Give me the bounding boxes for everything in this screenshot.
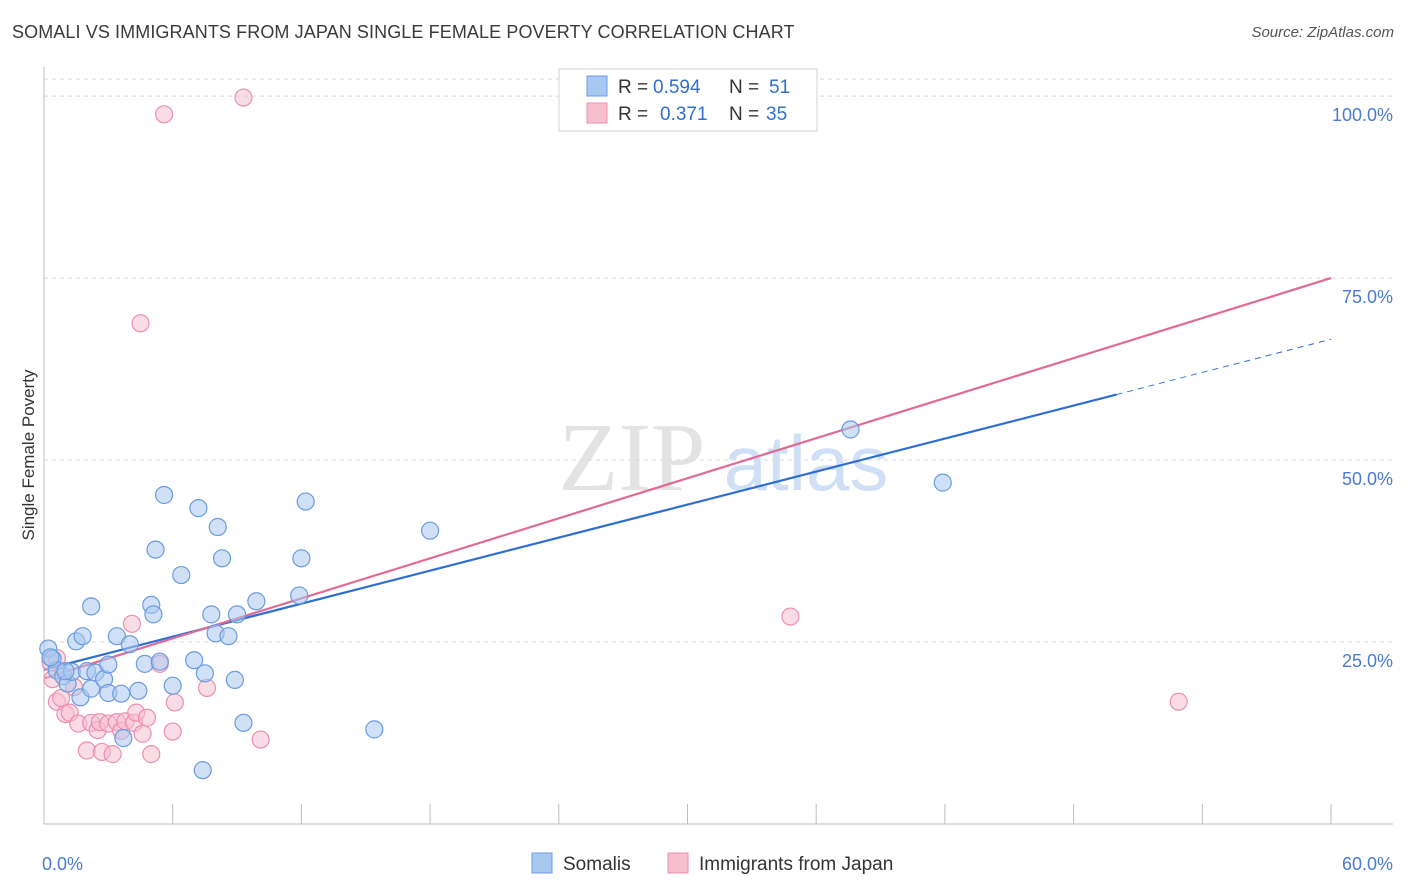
point-somalis [155, 485, 174, 505]
legend-n-label-japan: N = [729, 104, 759, 125]
point-somalis [225, 670, 245, 689]
legend-n-value-somalis: 51 [769, 77, 790, 98]
point-somalis [135, 654, 154, 673]
trend-line-extension-somalis [1116, 338, 1332, 396]
point-somalis [41, 648, 60, 667]
series-legend-label-japan: Immigrants from Japan [699, 854, 893, 875]
x-tick-label: 60.0% [1342, 854, 1393, 874]
point-japan [137, 708, 157, 727]
legend-r-label-somalis: R = [618, 77, 648, 98]
chart-title: SOMALI VS IMMIGRANTS FROM JAPAN SINGLE F… [12, 22, 795, 42]
point-somalis [172, 565, 191, 585]
point-somalis [114, 729, 133, 748]
point-somalis [129, 681, 148, 700]
data-points [39, 88, 1188, 780]
legend-swatch-japan [586, 102, 608, 124]
point-japan [122, 614, 142, 633]
point-somalis [247, 592, 266, 611]
point-somalis [150, 652, 169, 671]
y-tick-label: 25.0% [1342, 651, 1393, 671]
point-japan [142, 745, 161, 764]
point-somalis [163, 676, 182, 695]
point-somalis [189, 498, 208, 518]
point-somalis [227, 605, 247, 624]
legend-swatch-somalis [586, 75, 608, 97]
point-japan [251, 730, 270, 749]
series-legend-label-somalis: Somalis [563, 854, 631, 875]
legend-r-value-japan: 0.371 [660, 104, 708, 125]
gridlines [44, 78, 1393, 643]
point-japan [1169, 692, 1188, 711]
series-legend-swatch-somalis [531, 852, 553, 874]
axes: 25.0% 50.0% 75.0% 100.0% 0.0% 60.0% [42, 67, 1393, 874]
point-somalis [193, 761, 212, 780]
point-japan [155, 105, 174, 124]
point-somalis [195, 664, 214, 683]
point-somalis [56, 662, 75, 681]
point-somalis [933, 473, 952, 492]
x-tick-label: 0.0% [42, 854, 83, 874]
point-somalis [144, 605, 163, 624]
source-note: Source: ZipAtlas.com [1251, 24, 1394, 41]
point-japan [103, 745, 122, 764]
point-japan [163, 722, 182, 741]
point-somalis [202, 605, 221, 624]
y-tick-label: 100.0% [1332, 105, 1393, 125]
point-somalis [112, 684, 131, 703]
y-axis-title: Single Female Poverty [19, 369, 38, 541]
y-tick-label: 50.0% [1342, 469, 1393, 489]
point-somalis [120, 635, 139, 654]
point-japan [133, 724, 152, 743]
watermark-atlas: atlas [724, 419, 889, 507]
point-somalis [185, 651, 204, 670]
legend-n-value-japan: 35 [766, 104, 787, 125]
point-somalis [290, 586, 309, 605]
correlation-legend: R = 0.594 N = 51 R = 0.371 N = 35 [558, 68, 818, 132]
series-legend: Somalis Immigrants from Japan [531, 852, 893, 875]
point-somalis [99, 655, 118, 674]
point-somalis [219, 627, 238, 646]
point-somalis [841, 420, 860, 439]
point-japan [781, 607, 800, 626]
point-somalis [421, 521, 440, 540]
point-japan [131, 314, 150, 333]
point-somalis [146, 540, 165, 559]
point-japan [77, 741, 97, 760]
legend-r-value-somalis: 0.594 [653, 77, 701, 98]
point-somalis [73, 627, 92, 646]
legend-r-label-japan: R = [618, 104, 648, 125]
point-somalis [212, 549, 232, 568]
series-legend-swatch-japan [667, 852, 689, 874]
point-japan [165, 693, 184, 712]
point-somalis [292, 549, 311, 568]
point-somalis [82, 597, 101, 616]
legend-n-label-somalis: N = [729, 77, 759, 98]
point-somalis [107, 627, 127, 646]
point-somalis [234, 713, 253, 732]
trend-line-japan [43, 277, 1332, 680]
point-somalis [296, 492, 315, 511]
watermark-zip: ZIP [559, 404, 706, 512]
y-tick-label: 75.0% [1342, 287, 1393, 307]
point-japan [234, 88, 253, 107]
trend-lines [43, 277, 1332, 680]
point-somalis [365, 720, 384, 739]
point-somalis [208, 517, 227, 537]
